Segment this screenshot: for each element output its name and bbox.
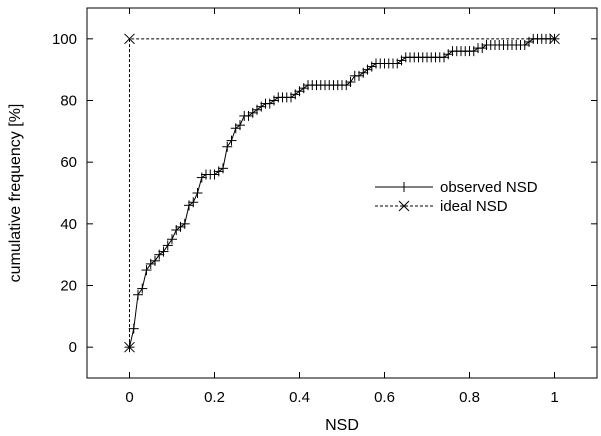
x-tick-label: 0.4 — [289, 389, 310, 406]
observed-nsd-point — [133, 289, 143, 300]
y-tick-label: 0 — [69, 339, 77, 356]
x-tick-label: 0 — [125, 389, 133, 406]
legend: observed NSD ideal NSD — [375, 179, 538, 215]
observed-nsd-point — [226, 135, 237, 146]
observed-nsd-point — [141, 265, 152, 276]
observed-nsd-point — [124, 342, 135, 353]
y-tick-label: 40 — [60, 216, 77, 233]
observed-nsd-point — [549, 33, 560, 44]
y-tick-label: 100 — [52, 31, 77, 48]
y-tick-label: 20 — [60, 278, 77, 295]
legend-marker-observed — [399, 182, 409, 192]
y-axis-ticks: 0 20 40 60 80 100 — [52, 31, 597, 356]
x-axis-ticks: 0 0.2 0.4 0.6 0.8 1 — [125, 8, 559, 406]
observed-nsd-point — [222, 141, 233, 152]
observed-nsd-point — [235, 120, 245, 131]
ideal-nsd-point — [124, 33, 135, 45]
observed-nsd-point — [150, 255, 160, 266]
plot-border — [86, 7, 598, 379]
observed-nsd-point — [158, 246, 169, 257]
series-observed-nsd — [124, 33, 560, 353]
observed-nsd-point — [192, 188, 203, 198]
observed-nsd-point — [179, 218, 190, 229]
y-axis-label: cumulative frequency [%] — [7, 104, 24, 283]
y-tick-label: 80 — [60, 93, 77, 110]
legend-entry-ideal: ideal NSD — [375, 198, 508, 215]
ideal-nsd-line — [129, 38, 555, 348]
legend-label-observed: observed NSD — [440, 179, 538, 196]
y-tick-label: 60 — [60, 154, 77, 171]
observed-nsd-point — [167, 234, 177, 245]
observed-nsd-point — [128, 323, 139, 334]
observed-nsd-point — [137, 283, 148, 294]
observed-nsd-point — [188, 197, 199, 208]
observed-nsd-point — [218, 163, 228, 174]
observed-nsd-point — [345, 77, 356, 87]
x-tick-label: 1 — [550, 389, 558, 406]
x-tick-label: 0.8 — [459, 389, 480, 406]
x-tick-label: 0.6 — [374, 389, 395, 406]
x-axis-label: NSD — [325, 417, 359, 434]
legend-label-ideal: ideal NSD — [440, 198, 508, 215]
plot-frame — [86, 7, 598, 379]
observed-nsd-point — [162, 240, 173, 251]
legend-entry-observed: observed NSD — [375, 179, 538, 196]
legend-marker-ideal — [398, 200, 410, 212]
x-tick-label: 0.2 — [204, 389, 225, 406]
